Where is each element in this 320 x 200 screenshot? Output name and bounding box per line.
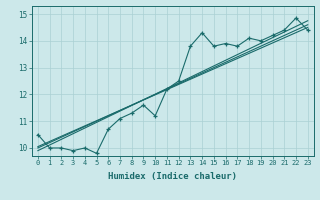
X-axis label: Humidex (Indice chaleur): Humidex (Indice chaleur): [108, 172, 237, 181]
